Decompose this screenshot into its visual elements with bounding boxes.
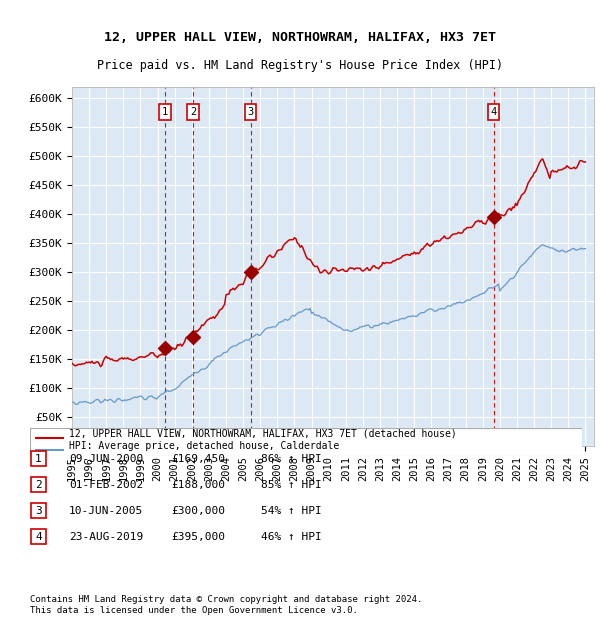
Text: £300,000: £300,000	[171, 506, 225, 516]
Text: 2: 2	[190, 107, 196, 117]
Point	[160, 343, 170, 353]
Text: 1: 1	[35, 454, 42, 464]
Text: £395,000: £395,000	[171, 532, 225, 542]
Text: 4: 4	[491, 107, 497, 117]
Point	[246, 267, 256, 277]
Text: £188,000: £188,000	[171, 480, 225, 490]
Text: 12, UPPER HALL VIEW, NORTHOWRAM, HALIFAX, HX3 7ET: 12, UPPER HALL VIEW, NORTHOWRAM, HALIFAX…	[104, 31, 496, 44]
Text: Contains HM Land Registry data © Crown copyright and database right 2024.: Contains HM Land Registry data © Crown c…	[30, 595, 422, 604]
Text: 23-AUG-2019: 23-AUG-2019	[69, 532, 143, 542]
FancyBboxPatch shape	[31, 529, 46, 544]
Text: 86% ↑ HPI: 86% ↑ HPI	[261, 454, 322, 464]
Text: 09-JUN-2000: 09-JUN-2000	[69, 454, 143, 464]
Point	[188, 332, 198, 342]
Text: Price paid vs. HM Land Registry's House Price Index (HPI): Price paid vs. HM Land Registry's House …	[97, 59, 503, 72]
FancyBboxPatch shape	[30, 428, 582, 456]
Point	[489, 212, 499, 222]
Text: 46% ↑ HPI: 46% ↑ HPI	[261, 532, 322, 542]
Text: 3: 3	[35, 506, 42, 516]
Text: 01-FEB-2002: 01-FEB-2002	[69, 480, 143, 490]
FancyBboxPatch shape	[31, 477, 46, 492]
FancyBboxPatch shape	[31, 503, 46, 518]
Text: This data is licensed under the Open Government Licence v3.0.: This data is licensed under the Open Gov…	[30, 606, 358, 615]
Text: 85% ↑ HPI: 85% ↑ HPI	[261, 480, 322, 490]
Text: 54% ↑ HPI: 54% ↑ HPI	[261, 506, 322, 516]
FancyBboxPatch shape	[31, 451, 46, 466]
Text: 2: 2	[35, 480, 42, 490]
Text: 4: 4	[35, 532, 42, 542]
Text: 12, UPPER HALL VIEW, NORTHOWRAM, HALIFAX, HX3 7ET (detached house): 12, UPPER HALL VIEW, NORTHOWRAM, HALIFAX…	[68, 428, 457, 438]
Text: 3: 3	[248, 107, 254, 117]
Text: 1: 1	[162, 107, 168, 117]
Text: HPI: Average price, detached house, Calderdale: HPI: Average price, detached house, Cald…	[68, 441, 339, 451]
Text: £169,450: £169,450	[171, 454, 225, 464]
Text: 10-JUN-2005: 10-JUN-2005	[69, 506, 143, 516]
